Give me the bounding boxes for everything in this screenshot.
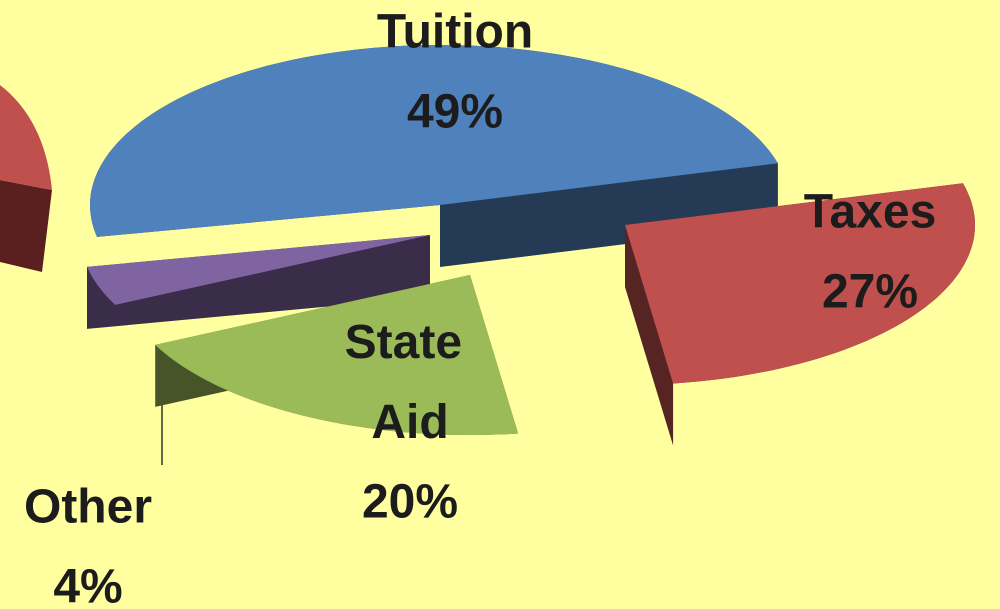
slice-value-label: 4%	[53, 561, 122, 609]
cropped-neighbor-slice	[0, 85, 52, 272]
label-line: Aid	[371, 396, 448, 449]
slice-label: Other	[24, 481, 152, 534]
slice-label: Tuition	[377, 6, 533, 59]
label-line: State	[345, 316, 476, 369]
slice-label: Taxes	[804, 186, 937, 239]
slice-top	[90, 45, 778, 237]
neighbor-top	[0, 85, 52, 190]
slice-top	[87, 235, 430, 305]
slice-value-label: 49%	[407, 86, 503, 139]
slice-top	[625, 183, 975, 384]
slice-top	[155, 275, 519, 435]
slice-label: State Aid	[345, 316, 476, 449]
slice	[87, 235, 430, 367]
slice	[155, 275, 519, 497]
slice	[625, 183, 975, 446]
neighbor-side	[0, 180, 52, 272]
slice	[90, 45, 778, 299]
slice-value-label: 20%	[362, 476, 458, 529]
slice-value-label: 27%	[822, 266, 918, 319]
